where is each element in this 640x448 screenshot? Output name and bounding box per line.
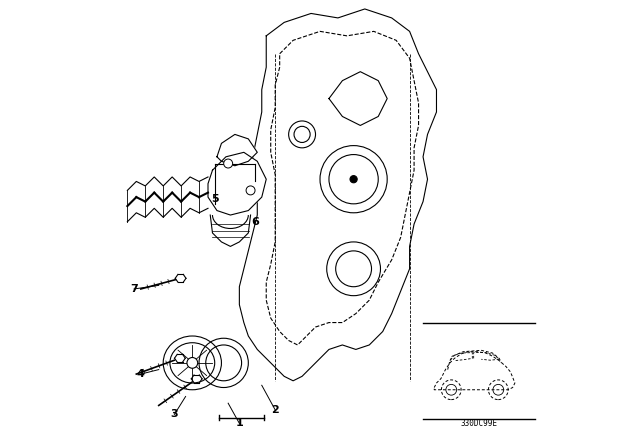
Circle shape [350,176,357,183]
Polygon shape [208,152,266,215]
Circle shape [246,186,255,195]
Text: 5: 5 [211,194,218,204]
Text: 3: 3 [171,409,178,419]
Text: 2: 2 [271,405,279,415]
Text: 7: 7 [130,284,138,294]
Text: 330DC99E: 330DC99E [461,419,497,428]
Text: 6: 6 [251,217,259,227]
Text: 4: 4 [137,369,145,379]
Circle shape [224,159,233,168]
Circle shape [187,358,198,368]
Polygon shape [217,134,257,166]
Text: 1: 1 [236,418,243,428]
